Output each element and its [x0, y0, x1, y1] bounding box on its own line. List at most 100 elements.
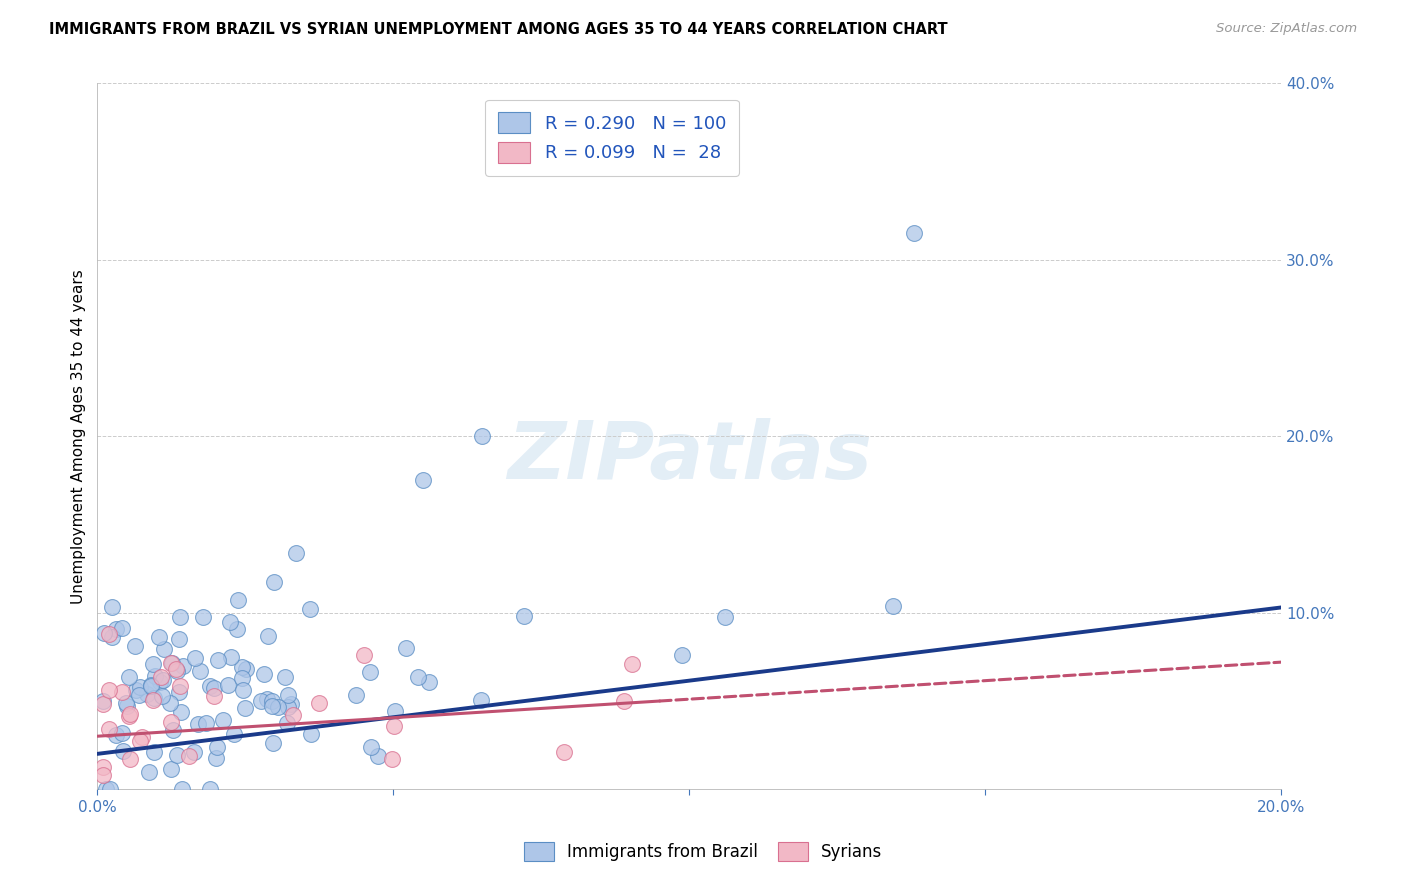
Point	[191, 610, 214, 624]
Point	[143, 669, 166, 683]
Point	[136, 687, 159, 701]
Point	[359, 665, 381, 679]
Point	[141, 679, 163, 693]
Y-axis label: Unemployment Among Ages 35 to 44 years: Unemployment Among Ages 35 to 44 years	[72, 268, 86, 604]
Point	[198, 679, 221, 693]
Point	[252, 667, 274, 681]
Point	[406, 670, 429, 684]
Point	[111, 744, 134, 758]
Point	[217, 678, 239, 692]
Point	[179, 749, 201, 764]
Point	[219, 649, 242, 664]
Point	[277, 689, 299, 703]
Point	[160, 762, 183, 776]
Point	[412, 474, 434, 488]
Point	[308, 696, 330, 710]
Point	[231, 660, 253, 674]
Point	[148, 674, 170, 689]
Point	[172, 658, 194, 673]
Point	[170, 782, 193, 797]
Point	[139, 678, 162, 692]
Point	[91, 767, 114, 781]
Point	[111, 684, 134, 698]
Point	[118, 669, 141, 683]
Point	[212, 713, 235, 727]
Point	[471, 429, 494, 443]
Point	[115, 696, 138, 710]
Point	[513, 609, 536, 624]
Point	[284, 546, 307, 560]
Point	[232, 682, 254, 697]
Point	[160, 657, 183, 671]
Point	[165, 662, 187, 676]
Point	[169, 679, 191, 693]
Point	[620, 657, 643, 672]
Point	[159, 714, 181, 729]
Point	[299, 727, 322, 741]
Point	[553, 745, 575, 759]
Point	[98, 782, 121, 797]
Point	[276, 715, 298, 730]
Point	[194, 716, 217, 731]
Point	[162, 723, 184, 738]
Text: ZIPatlas: ZIPatlas	[508, 418, 872, 497]
Point	[101, 630, 124, 644]
Point	[98, 683, 121, 698]
Point	[395, 641, 418, 656]
Point	[226, 593, 249, 607]
Point	[190, 664, 212, 678]
Point	[184, 651, 207, 665]
Point	[226, 622, 249, 636]
Point	[115, 699, 138, 714]
Point	[150, 670, 173, 684]
Point	[169, 685, 191, 699]
Point	[152, 689, 174, 703]
Point	[202, 689, 225, 703]
Point	[262, 736, 284, 750]
Point	[207, 653, 229, 667]
Point	[250, 694, 273, 708]
Point	[903, 227, 925, 241]
Point	[100, 600, 122, 615]
Point	[142, 657, 165, 671]
Point	[299, 602, 322, 616]
Point	[280, 698, 302, 712]
Point	[205, 740, 228, 755]
Point	[713, 610, 735, 624]
Point	[98, 722, 121, 736]
Point	[138, 764, 160, 779]
Point	[382, 719, 405, 733]
Point	[104, 728, 127, 742]
Point	[129, 734, 152, 748]
Point	[167, 632, 190, 646]
Point	[260, 698, 283, 713]
Point	[124, 639, 146, 653]
Point	[118, 708, 141, 723]
Point	[384, 704, 406, 718]
Point	[183, 745, 205, 759]
Point	[202, 681, 225, 695]
Point	[277, 700, 299, 714]
Point	[91, 760, 114, 774]
Point	[159, 697, 181, 711]
Point	[205, 751, 228, 765]
Point	[274, 670, 297, 684]
Point	[91, 694, 114, 708]
Point	[118, 707, 141, 722]
Point	[367, 749, 389, 764]
Point	[260, 694, 283, 708]
Point	[142, 693, 165, 707]
Point	[96, 782, 118, 797]
Point	[152, 673, 174, 687]
Point	[231, 671, 253, 685]
Point	[143, 690, 166, 705]
Point	[142, 745, 165, 759]
Point	[166, 747, 188, 762]
Point	[418, 675, 440, 690]
Point	[671, 648, 693, 663]
Point	[111, 621, 134, 635]
Point	[353, 648, 375, 663]
Point	[162, 657, 184, 671]
Point	[153, 642, 176, 657]
Point	[110, 726, 132, 740]
